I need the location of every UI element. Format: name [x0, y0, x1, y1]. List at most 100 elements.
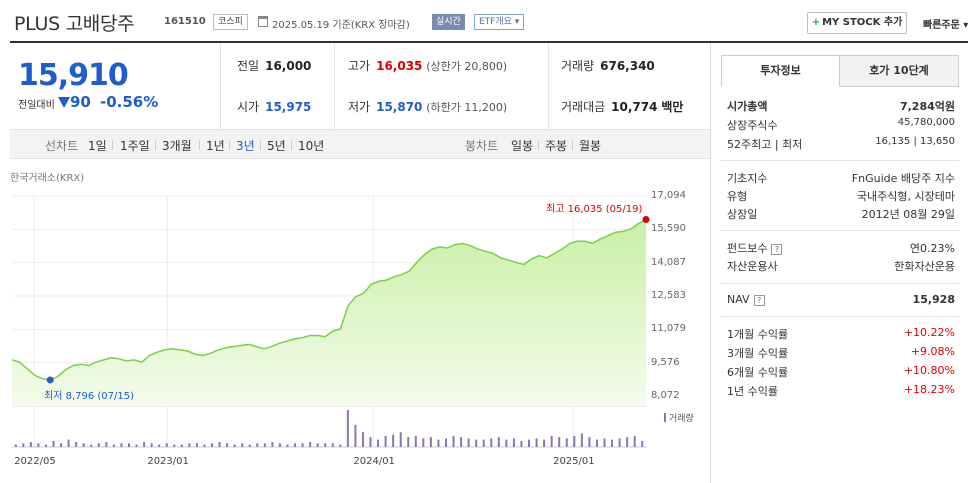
volume-bar [618, 438, 621, 447]
low-marker [46, 376, 54, 384]
candle-monthly[interactable]: 월봉 [579, 139, 602, 153]
amount-value: 10,774 [611, 100, 658, 114]
period-3y[interactable]: 3년 [236, 139, 255, 153]
candle-daily[interactable]: 일봉 [511, 139, 534, 153]
volume-bar [633, 435, 636, 447]
header-divider [10, 41, 968, 43]
price-area [12, 219, 646, 406]
etf-overview-dropdown[interactable]: ETF개요 ▾ [474, 14, 525, 30]
page-title: PLUS 고배당주 [14, 13, 135, 35]
line-chart-label[interactable]: 선차트 [45, 139, 79, 153]
volume-bar [180, 444, 183, 447]
change-percent: -0.56% [100, 93, 159, 111]
x-tick-label: 2023/01 [147, 456, 189, 467]
price-summary: 15,910 전일대비 90 -0.56% [10, 43, 221, 129]
x-tick-label: 2022/05 [14, 456, 56, 467]
volume-bar [203, 444, 206, 447]
period-10y[interactable]: 10년 [298, 139, 325, 153]
volume-bar [44, 444, 47, 447]
period-3m[interactable]: 3개월 [162, 139, 192, 153]
my-stock-add-button[interactable]: + MY STOCK 추가 [807, 12, 907, 34]
low-label: 저가 [348, 100, 371, 114]
prev-close-value: 16,000 [265, 59, 312, 73]
volume-bar [377, 439, 380, 447]
open-price: 시가 15,975 [237, 98, 311, 115]
volume-bar [294, 443, 297, 447]
divider [334, 43, 335, 129]
volume-bar [512, 438, 515, 447]
volume-bar [558, 437, 561, 447]
nav-label: NAV [727, 293, 750, 306]
return-row: 3개월 수익률 +9.08% [727, 345, 955, 363]
volume-bar [52, 440, 55, 447]
quick-order-button[interactable]: 빠른주문 ▾ [923, 20, 968, 31]
divider [721, 230, 959, 231]
volume-bar [369, 437, 372, 447]
volume-bar [444, 438, 447, 447]
volume-bar [573, 435, 576, 447]
shares-label: 상장주식수 [727, 119, 778, 132]
volume-bar [135, 444, 138, 447]
wk52-label: 52주최고 | 최저 [727, 138, 803, 151]
volume-bar [256, 443, 259, 447]
volume-swatch [664, 413, 666, 422]
y-tick-label: 9,576 [651, 356, 680, 368]
volume-bar [127, 443, 130, 447]
divider [260, 140, 261, 150]
divider [199, 140, 200, 150]
price-line [11, 218, 647, 381]
volume-bar [603, 438, 606, 447]
divider [721, 283, 959, 284]
volume-bar [286, 444, 289, 447]
fee-row: 펀드보수? 연0.23% [727, 240, 955, 258]
panel-divider [710, 43, 711, 483]
plus-icon: + [811, 17, 821, 28]
high-annotation: 최고 16,035 (05/19) [546, 204, 643, 215]
period-5y[interactable]: 5년 [267, 139, 286, 153]
change-value: 90 [70, 93, 91, 111]
volume-bar [241, 443, 244, 447]
tab-orderbook-10[interactable]: 호가 10단계 [840, 55, 959, 87]
volume-bar [158, 444, 161, 447]
volume-bar [37, 443, 40, 447]
volume-label: 거래량 [561, 59, 595, 73]
volume-bar [105, 442, 108, 447]
volume-bar [324, 443, 327, 447]
shares-row: 상장주식수 45,780,000 [727, 117, 955, 135]
tab-investment-info[interactable]: 투자정보 [721, 55, 840, 87]
divider [538, 140, 539, 150]
price-stats: 전일 16,000 고가 16,035 (상한가 20,800) 거래량 676,34… [222, 43, 710, 129]
realtime-badge[interactable]: 실시간 [432, 14, 465, 30]
manager-label: 자산운용사 [727, 260, 778, 273]
divider [112, 140, 113, 150]
date-info: 2025.05.19 기준(KRX 장마감) [272, 20, 410, 31]
volume-bar [437, 439, 440, 447]
prev-close-label: 전일 [237, 59, 260, 73]
volume-bar [60, 443, 63, 447]
volume: 거래량 676,340 [561, 57, 655, 74]
price-chart[interactable] [0, 0, 710, 483]
return-row: 1년 수익률 +18.23% [727, 383, 955, 401]
current-price: 15,910 [18, 58, 129, 93]
period-1y[interactable]: 1년 [206, 139, 225, 153]
type-value: 국내주식형, 시장테마 [856, 190, 955, 203]
volume-bar [150, 443, 153, 447]
candle-weekly[interactable]: 주봉 [545, 139, 568, 153]
volume-bar [422, 438, 425, 447]
x-tick-label: 2025/01 [553, 456, 595, 467]
period-1w[interactable]: 1주일 [120, 139, 150, 153]
fee-label: 펀드보수 [727, 242, 768, 255]
help-icon[interactable]: ? [753, 295, 765, 306]
wk52-value: 16,135 | 13,650 [875, 136, 955, 147]
my-stock-add-label: MY STOCK 추가 [822, 17, 903, 28]
volume-bar [67, 439, 70, 447]
volume-bar [316, 443, 319, 447]
period-1d[interactable]: 1일 [88, 139, 107, 153]
type-row: 유형 국내주식형, 시장테마 [727, 188, 955, 206]
volume-bar [112, 444, 115, 447]
y-tick-label: 15,590 [651, 223, 686, 235]
change-label: 전일대비 [18, 100, 55, 111]
volume-bar [407, 437, 410, 447]
candle-chart-label[interactable]: 봉차트 [465, 139, 499, 153]
help-icon[interactable]: ? [771, 244, 783, 255]
